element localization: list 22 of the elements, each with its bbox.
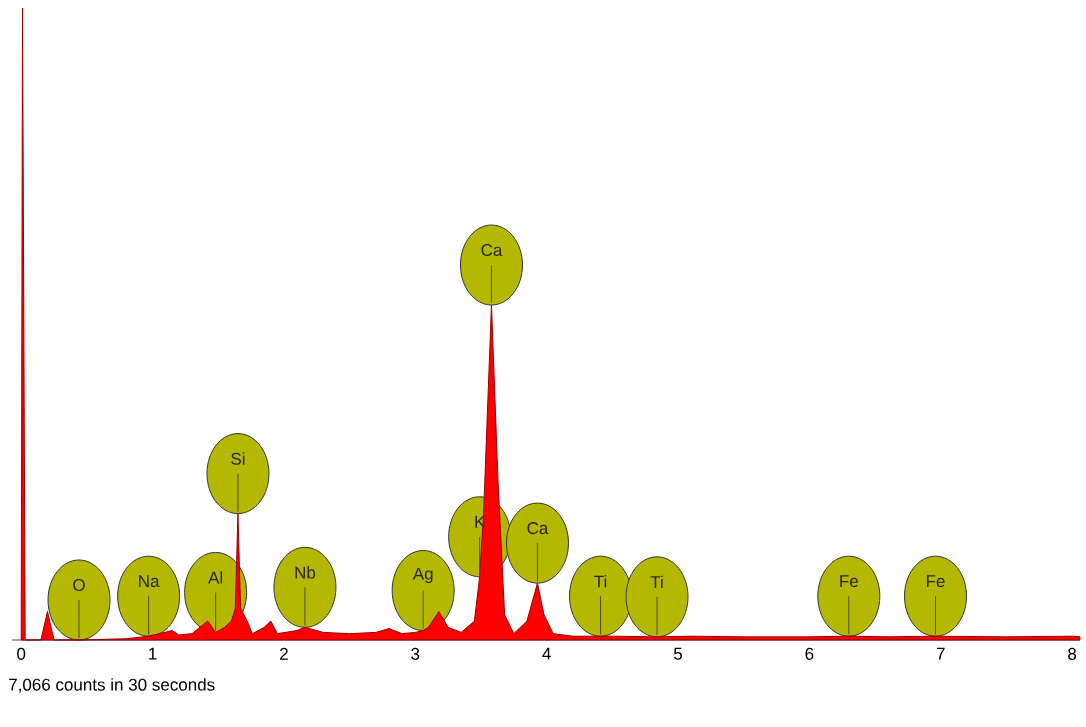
x-tick-label: 1 xyxy=(149,647,157,660)
annotation: Si xyxy=(231,452,245,465)
annotation: O xyxy=(73,578,85,592)
text: 7,066 counts in 30 seconds xyxy=(9,678,215,693)
annotation: Ca xyxy=(527,522,549,535)
x-tick-label: 4 xyxy=(542,647,551,660)
annotation: Fe xyxy=(840,575,858,588)
x-tick-label: 8 xyxy=(1068,647,1077,660)
x-tick-label: 2 xyxy=(280,647,288,660)
annotation: Al xyxy=(208,571,223,584)
x-tick-label: 0 xyxy=(17,647,26,660)
annotation: Ti xyxy=(650,575,663,588)
annotation: Fe xyxy=(926,575,945,588)
annotation: Nb xyxy=(295,566,316,579)
annotation: Ca xyxy=(481,244,503,257)
x-tick-label: 3 xyxy=(411,647,420,660)
annotation: Na xyxy=(139,575,160,588)
x-tick-label: 6 xyxy=(805,647,814,660)
x-tick-label: 5 xyxy=(673,647,683,660)
annotation: Ti xyxy=(594,575,607,588)
annotation: Ag xyxy=(412,567,433,584)
x-tick-label: 7 xyxy=(936,647,945,660)
